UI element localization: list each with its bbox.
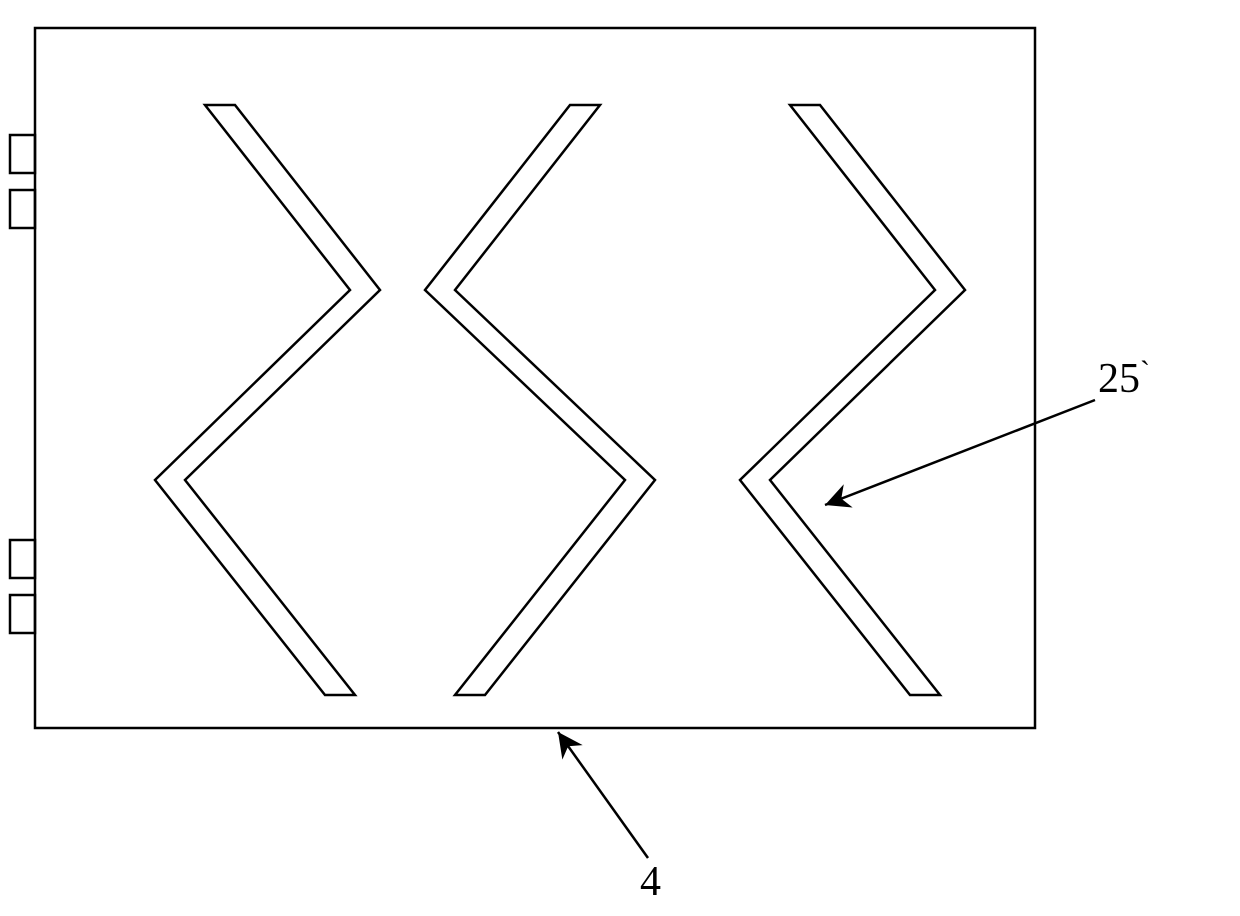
zigzag-slot <box>425 105 655 695</box>
hinge-tab <box>10 190 35 228</box>
hinge-tab <box>10 540 35 578</box>
leader-line-25 <box>825 400 1095 505</box>
callout-label-4: 4 <box>640 858 661 906</box>
leader-line-4 <box>558 732 648 858</box>
callout-label-25: 25` <box>1098 355 1150 403</box>
zigzag-slot <box>740 105 965 695</box>
diagram-svg <box>0 0 1240 911</box>
technical-diagram: 25` 4 <box>0 0 1240 911</box>
zigzag-slot <box>155 105 380 695</box>
hinge-tab <box>10 595 35 633</box>
outer-panel <box>35 28 1035 728</box>
hinge-tab <box>10 135 35 173</box>
